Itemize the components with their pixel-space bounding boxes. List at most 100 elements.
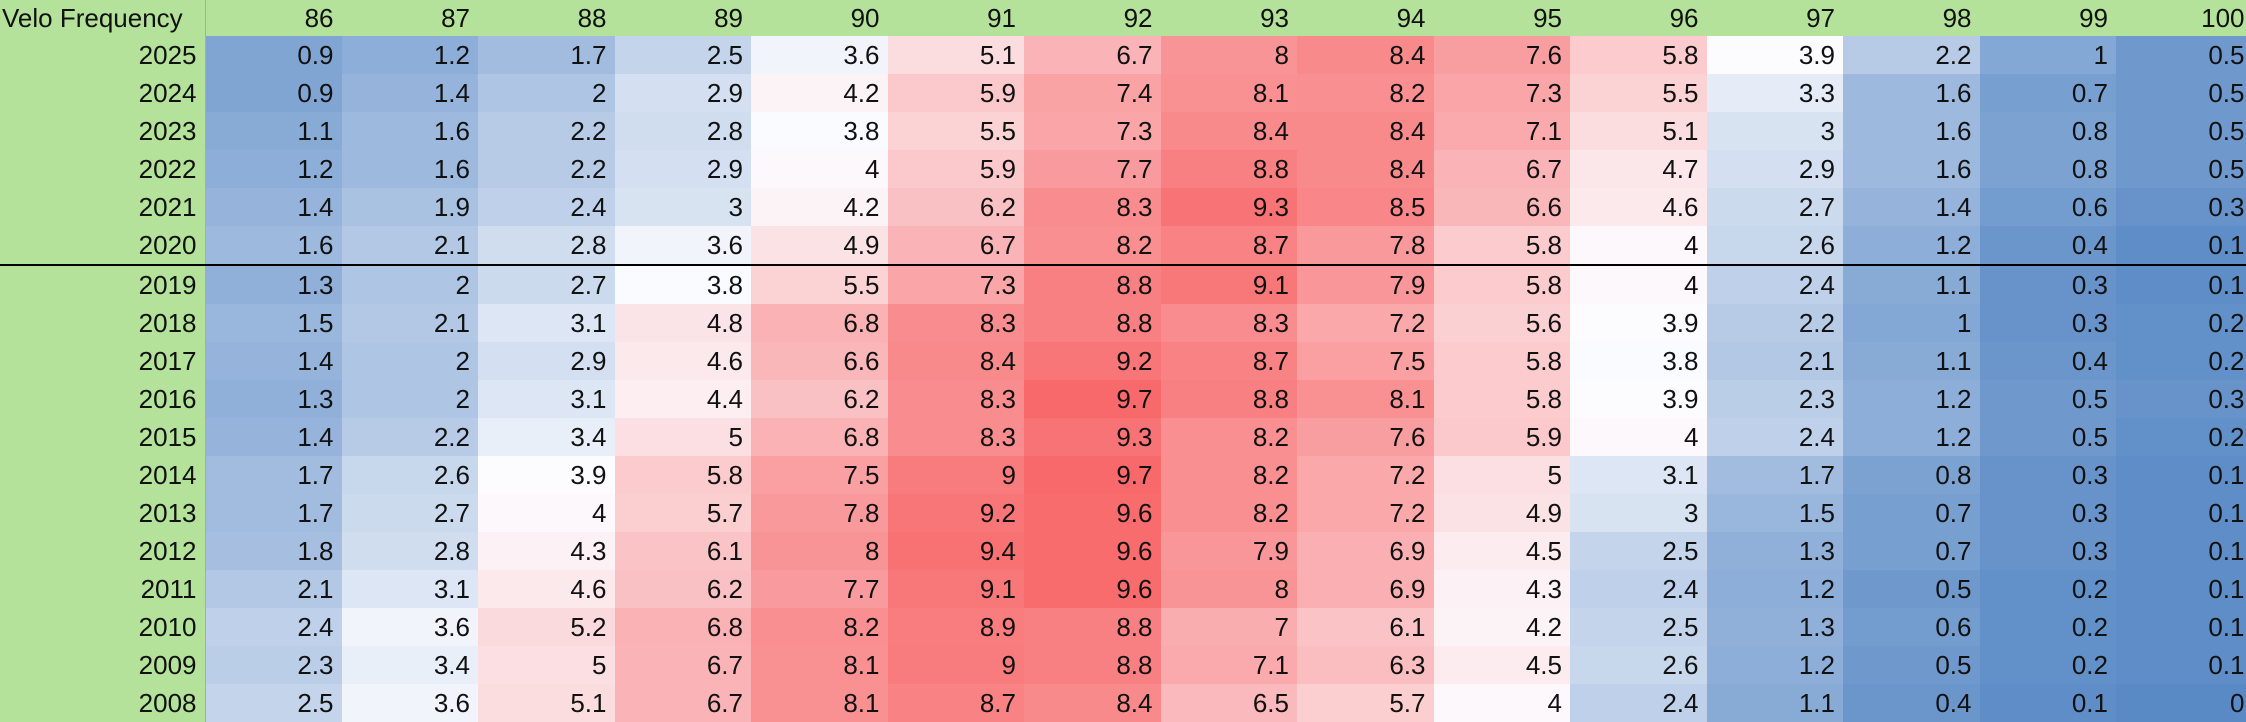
- heatmap-cell: 6.6: [751, 342, 888, 380]
- heatmap-cell: 7: [1160, 608, 1297, 646]
- heatmap-cell: 2.2: [478, 150, 615, 188]
- heatmap-cell: 6.9: [1297, 570, 1434, 608]
- heatmap-cell: 1.3: [205, 380, 342, 418]
- column-header: 91: [887, 0, 1024, 36]
- heatmap-cell: 7.5: [1297, 342, 1434, 380]
- heatmap-cell: 2: [341, 265, 478, 304]
- heatmap-cell: 2: [478, 74, 615, 112]
- heatmap-cell: 0.1: [2116, 456, 2246, 494]
- heatmap-cell: 2.2: [341, 418, 478, 456]
- heatmap-cell: 2.1: [341, 304, 478, 342]
- heatmap-cell: 1.4: [1843, 188, 1980, 226]
- heatmap-cell: 5.8: [1433, 380, 1570, 418]
- row-label: 2009: [0, 646, 206, 684]
- heatmap-cell: 7.7: [751, 570, 888, 608]
- heatmap-cell: 2.9: [614, 74, 751, 112]
- heatmap-cell: 2.6: [1570, 646, 1707, 684]
- heatmap-cell: 3.6: [614, 226, 751, 266]
- heatmap-cell: 0.2: [1979, 570, 2116, 608]
- heatmap-cell: 2.2: [478, 112, 615, 150]
- heatmap-row: 2021 1.4 1.9 2.4 3 4.2 6.2 8.3 9.3 8.5 6.6 4.6 2.7 1.…: [0, 188, 2246, 226]
- row-label: 2015: [0, 418, 206, 456]
- column-header: 97: [1706, 0, 1843, 36]
- heatmap-cell: 9.2: [887, 494, 1024, 532]
- heatmap-cell: 2.4: [1706, 418, 1843, 456]
- heatmap-cell: 0.3: [2116, 380, 2246, 418]
- heatmap-cell: 2.2: [1843, 36, 1980, 74]
- row-label: 2016: [0, 380, 206, 418]
- heatmap-cell: 8.3: [1160, 304, 1297, 342]
- heatmap-cell: 3.9: [1570, 380, 1707, 418]
- heatmap-cell: 3.9: [1570, 304, 1707, 342]
- heatmap-cell: 0.3: [1979, 304, 2116, 342]
- heatmap-cell: 2.6: [341, 456, 478, 494]
- heatmap-cell: 0.3: [2116, 188, 2246, 226]
- heatmap-cell: 8.8: [1024, 608, 1161, 646]
- heatmap-cell: 8.1: [1297, 380, 1434, 418]
- heatmap-cell: 7.3: [1024, 112, 1161, 150]
- heatmap-cell: 0.1: [2116, 608, 2246, 646]
- heatmap-cell: 4.3: [478, 532, 615, 570]
- heatmap-cell: 8.8: [1160, 150, 1297, 188]
- heatmap-cell: 2.4: [1570, 570, 1707, 608]
- heatmap-body: 2025 0.9 1.2 1.7 2.5 3.6 5.1 6.7 8 8.4 7.6 5.8 3.9 2.…: [0, 36, 2246, 722]
- heatmap-cell: 2.5: [614, 36, 751, 74]
- heatmap-cell: 4.7: [1570, 150, 1707, 188]
- heatmap-cell: 8.3: [887, 380, 1024, 418]
- heatmap-cell: 5: [614, 418, 751, 456]
- row-label: 2011: [0, 570, 206, 608]
- heatmap-cell: 1.3: [1706, 608, 1843, 646]
- heatmap-cell: 0.9: [205, 36, 342, 74]
- heatmap-cell: 2.9: [614, 150, 751, 188]
- header-row: Velo Frequency 86 87 88 89 90 91 92 93 94 95 96 97 9…: [0, 0, 2246, 36]
- row-label: 2010: [0, 608, 206, 646]
- heatmap-cell: 6.8: [751, 418, 888, 456]
- heatmap-cell: 4: [478, 494, 615, 532]
- heatmap-cell: 1.6: [205, 226, 342, 266]
- heatmap-cell: 8.2: [1160, 456, 1297, 494]
- heatmap-cell: 1.8: [205, 532, 342, 570]
- heatmap-cell: 0.8: [1979, 112, 2116, 150]
- heatmap-cell: 1.4: [341, 74, 478, 112]
- heatmap-cell: 6.6: [1433, 188, 1570, 226]
- heatmap-row: 2012 1.8 2.8 4.3 6.1 8 9.4 9.6 7.9 6.9 4.5 2.5 1.3 0.…: [0, 532, 2246, 570]
- heatmap-cell: 9.7: [1024, 380, 1161, 418]
- heatmap-cell: 2.4: [478, 188, 615, 226]
- heatmap-cell: 5.8: [1570, 36, 1707, 74]
- heatmap-cell: 0.1: [2116, 532, 2246, 570]
- heatmap-cell: 4: [751, 150, 888, 188]
- heatmap-row: 2013 1.7 2.7 4 5.7 7.8 9.2 9.6 8.2 7.2 4.9 3 1.5 0.7 0…: [0, 494, 2246, 532]
- heatmap-cell: 5.8: [1433, 265, 1570, 304]
- heatmap-cell: 2.9: [1706, 150, 1843, 188]
- heatmap-cell: 2: [341, 342, 478, 380]
- heatmap-cell: 7.3: [1433, 74, 1570, 112]
- heatmap-cell: 8.4: [1297, 36, 1434, 74]
- heatmap-cell: 1.9: [341, 188, 478, 226]
- heatmap-cell: 7.6: [1297, 418, 1434, 456]
- heatmap-cell: 5.9: [887, 74, 1024, 112]
- heatmap-row: 2019 1.3 2 2.7 3.8 5.5 7.3 8.8 9.1 7.9 5.8 4 2.4 1.1 0…: [0, 265, 2246, 304]
- heatmap-cell: 8.8: [1024, 646, 1161, 684]
- heatmap-cell: 2.8: [341, 532, 478, 570]
- heatmap-cell: 8.2: [1024, 226, 1161, 266]
- heatmap-cell: 2.7: [478, 265, 615, 304]
- heatmap-cell: 9: [887, 646, 1024, 684]
- heatmap-cell: 7.6: [1433, 36, 1570, 74]
- heatmap-cell: 6.3: [1297, 646, 1434, 684]
- heatmap-cell: 1.1: [1843, 265, 1980, 304]
- heatmap-cell: 5.1: [1570, 112, 1707, 150]
- column-header: 87: [341, 0, 478, 36]
- heatmap-cell: 1.7: [1706, 456, 1843, 494]
- heatmap-cell: 2.8: [614, 112, 751, 150]
- heatmap-cell: 0.5: [2116, 36, 2246, 74]
- heatmap-cell: 0.3: [1979, 494, 2116, 532]
- heatmap-cell: 1.2: [1843, 380, 1980, 418]
- heatmap-cell: 0: [2116, 684, 2246, 722]
- column-header: 99: [1979, 0, 2116, 36]
- heatmap-cell: 1.5: [205, 304, 342, 342]
- row-label: 2020: [0, 226, 206, 266]
- heatmap-cell: 6.7: [614, 646, 751, 684]
- heatmap-cell: 0.6: [1979, 188, 2116, 226]
- heatmap-cell: 5: [478, 646, 615, 684]
- heatmap-cell: 0.1: [2116, 494, 2246, 532]
